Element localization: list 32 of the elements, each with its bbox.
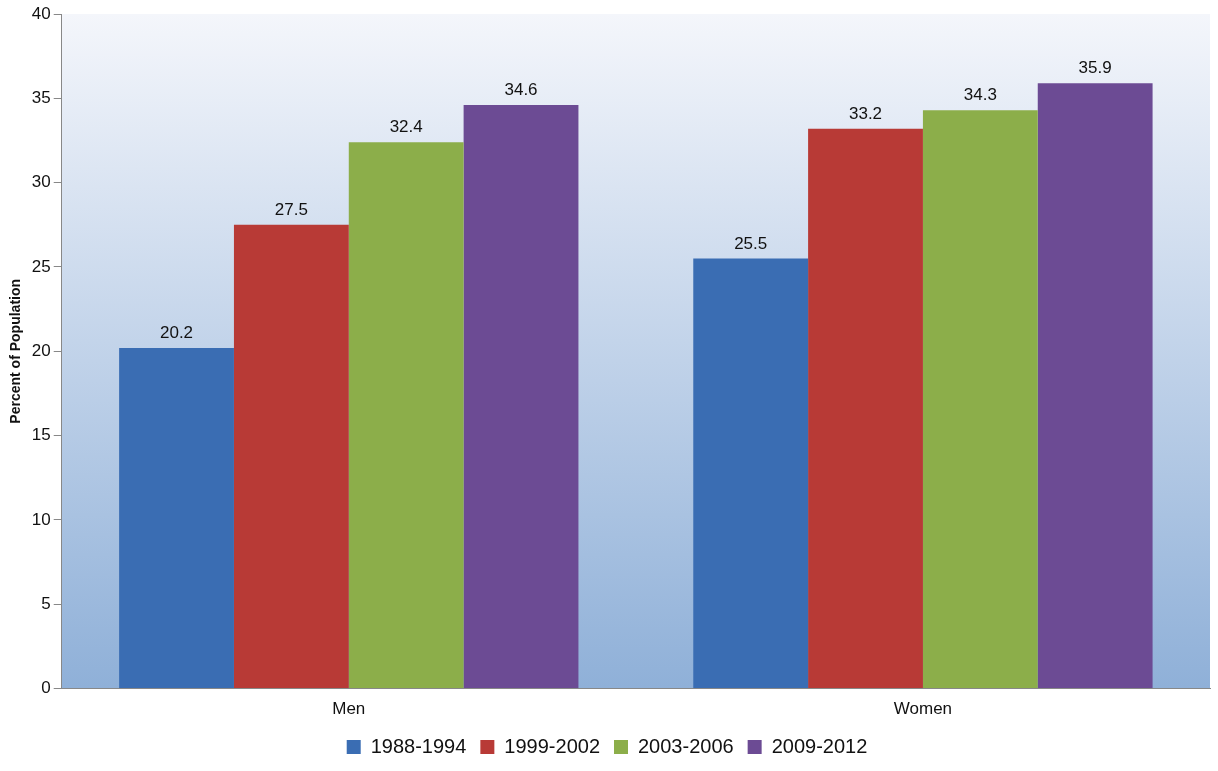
legend-label: 1988-1994 — [370, 734, 467, 757]
data-label: 25.5 — [734, 233, 768, 253]
legend-label: 2003-2006 — [638, 734, 734, 757]
data-label: 34.6 — [504, 80, 538, 100]
bar — [119, 347, 234, 689]
y-tick-label: 30 — [31, 172, 51, 192]
data-label: 33.2 — [848, 103, 883, 123]
x-tick-label: Women — [893, 699, 953, 719]
legend-label: 1999-2002 — [504, 734, 601, 757]
data-label: 34.3 — [963, 85, 997, 105]
bar — [348, 142, 464, 689]
data-label: 27.5 — [274, 200, 308, 219]
bar — [233, 224, 349, 689]
bar — [1037, 83, 1153, 689]
y-tick-label: 20 — [31, 340, 51, 360]
y-tick-label: 10 — [31, 509, 51, 529]
y-tick-label: 25 — [31, 256, 51, 276]
bar — [808, 128, 923, 689]
data-label: 32.4 — [389, 117, 423, 137]
y-tick-label: 15 — [31, 425, 51, 445]
legend-label: 2009-2012 — [771, 734, 868, 757]
y-tick-label: 40 — [31, 3, 51, 23]
y-tick-label: 0 — [41, 678, 51, 698]
bar — [922, 110, 1038, 689]
x-tick-label: Men — [332, 699, 366, 719]
data-label: 20.2 — [159, 323, 194, 343]
y-axis-title: Percent of Population — [7, 278, 24, 424]
y-tick-label: 35 — [31, 88, 51, 108]
y-tick-label: 5 — [41, 593, 51, 613]
bar — [463, 105, 579, 689]
bar — [693, 258, 809, 689]
data-label: 35.9 — [1078, 58, 1112, 78]
